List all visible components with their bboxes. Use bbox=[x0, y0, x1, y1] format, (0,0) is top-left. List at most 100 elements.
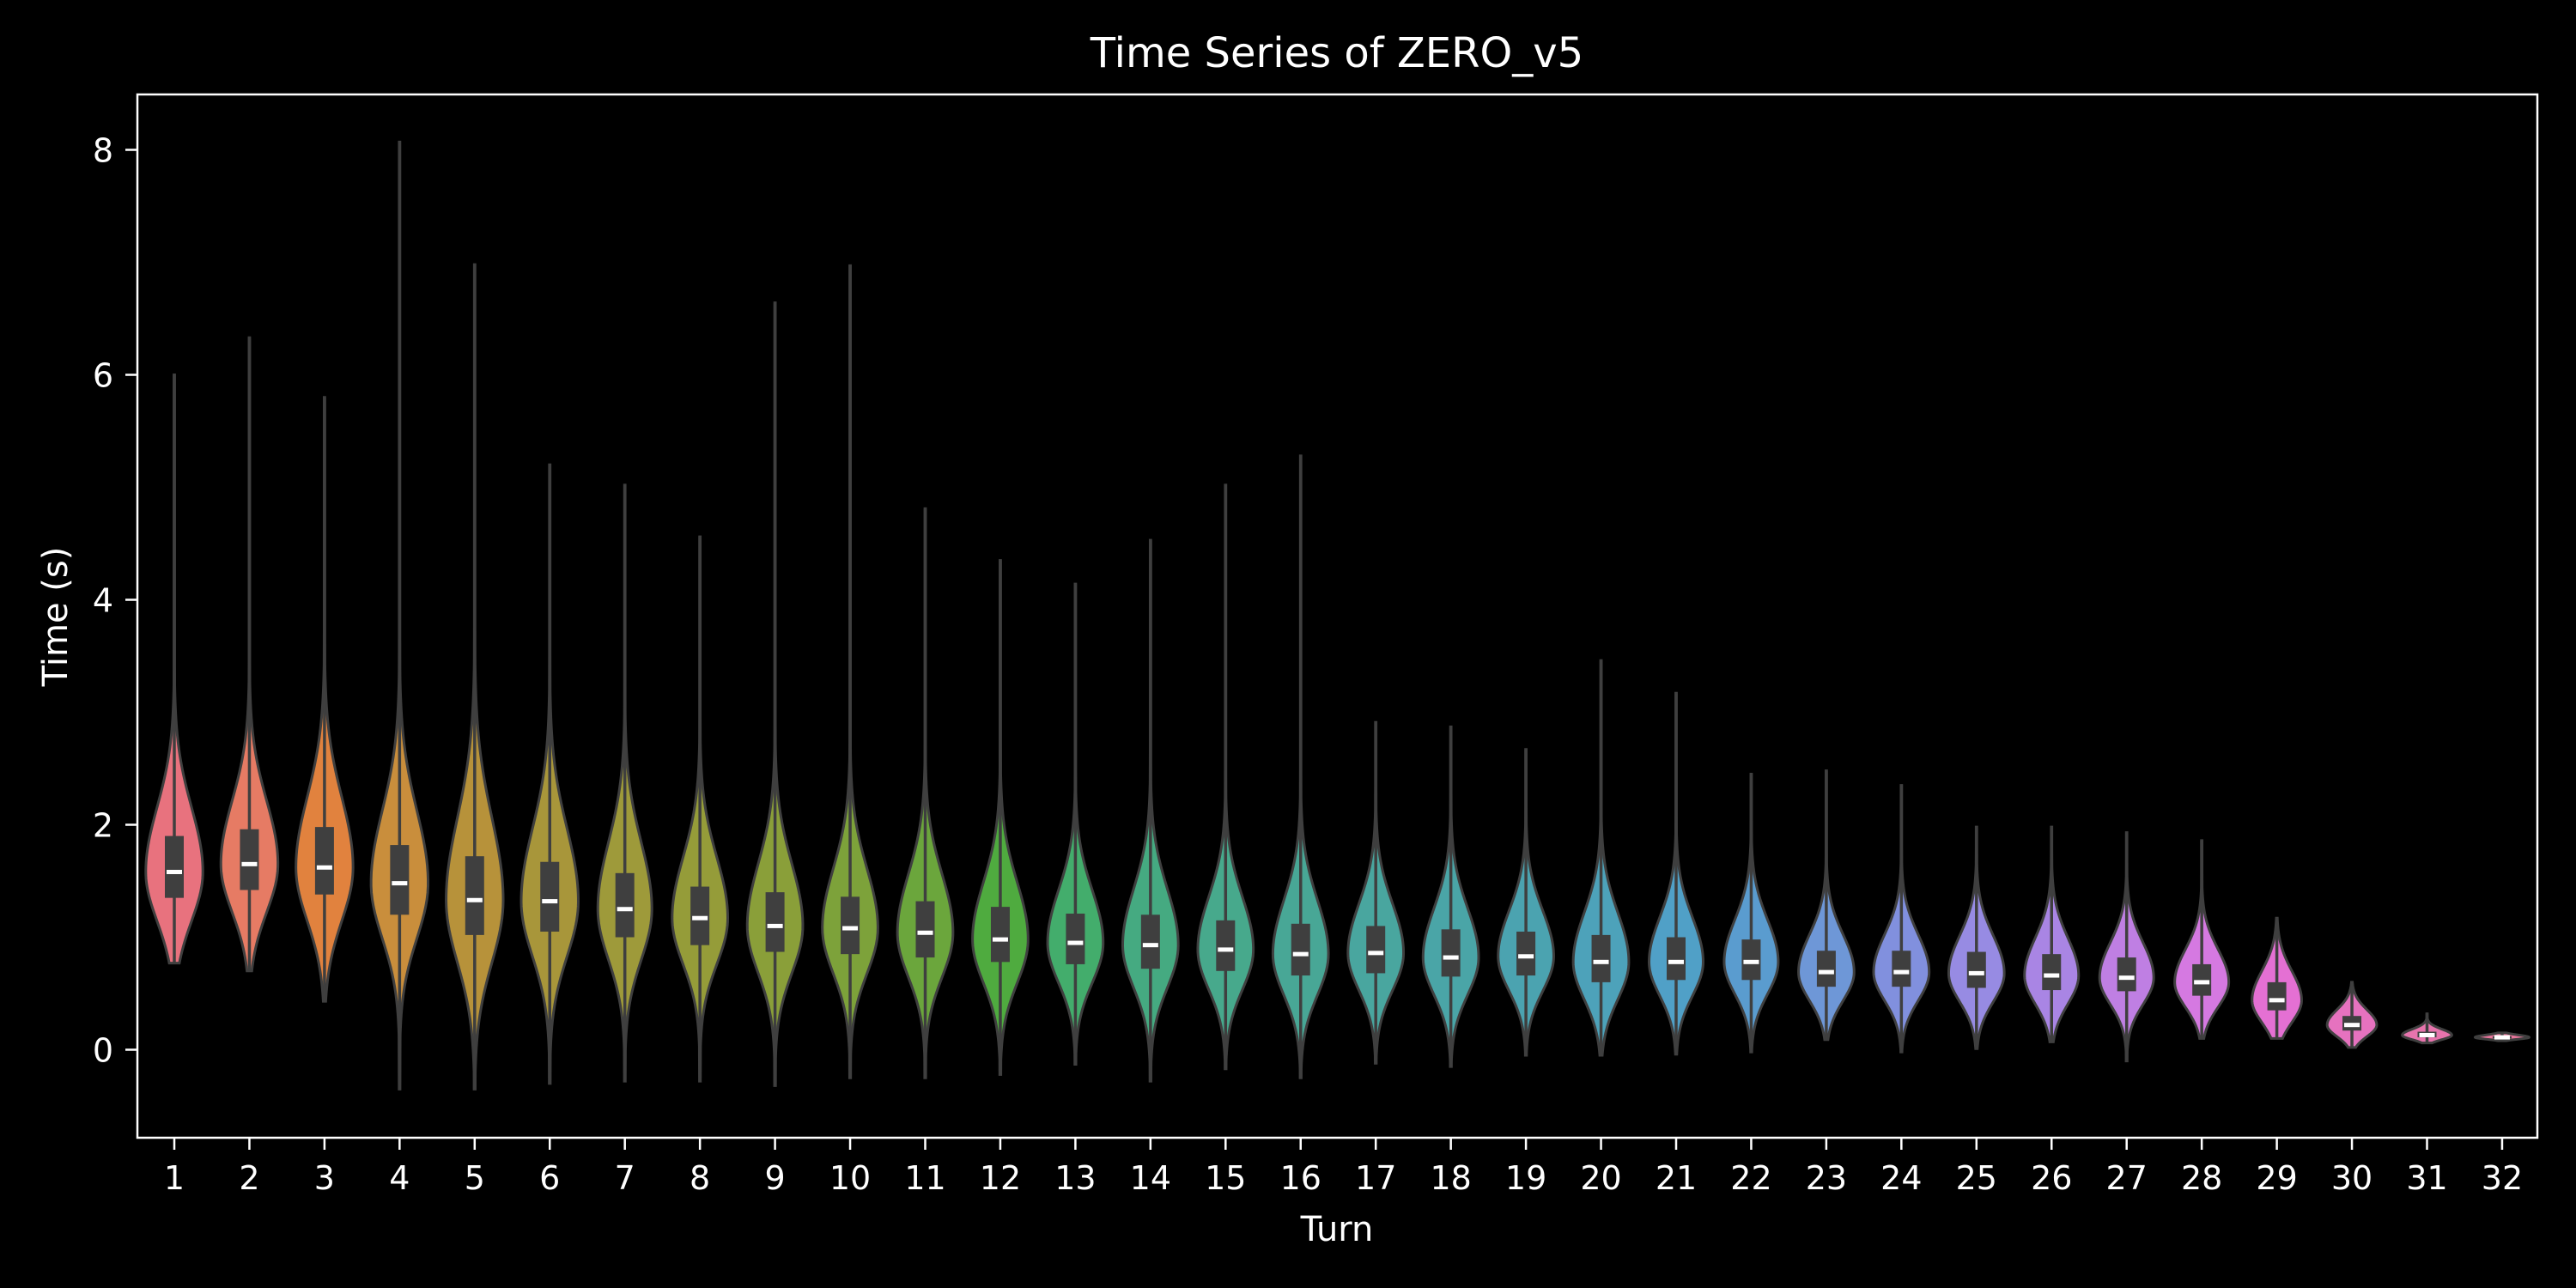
violin-iqr-box bbox=[841, 896, 860, 955]
violin-iqr-box bbox=[2117, 957, 2136, 992]
violin-turn-19 bbox=[1497, 748, 1555, 1057]
y-axis-ticks: 0 2 4 6 8 bbox=[93, 132, 137, 1070]
x-tick-label: 20 bbox=[1580, 1159, 1621, 1197]
x-tick-label: 3 bbox=[314, 1159, 335, 1197]
violin-median bbox=[1292, 951, 1309, 957]
violin-median bbox=[1067, 940, 1084, 945]
violin-iqr-box bbox=[1366, 926, 1386, 974]
violin-median bbox=[316, 865, 332, 870]
violin-median bbox=[2494, 1035, 2510, 1040]
violin-turn-7 bbox=[596, 483, 653, 1083]
violin-median bbox=[2194, 980, 2210, 985]
violin-median bbox=[917, 930, 933, 935]
violin-median bbox=[1593, 959, 1609, 964]
x-tick-label: 13 bbox=[1054, 1159, 1096, 1197]
violin-turn-13 bbox=[1046, 582, 1105, 1066]
x-tick-label: 31 bbox=[2406, 1159, 2447, 1197]
violin-median bbox=[2344, 1023, 2360, 1028]
violin-turn-4 bbox=[369, 140, 430, 1091]
x-tick-label: 5 bbox=[465, 1159, 485, 1197]
violin-turn-18 bbox=[1421, 726, 1480, 1068]
x-tick-label: 30 bbox=[2331, 1159, 2372, 1197]
violin-median bbox=[1218, 947, 1234, 952]
violin-turn-12 bbox=[971, 559, 1030, 1076]
violin-iqr-box bbox=[2042, 954, 2062, 991]
violin-median bbox=[617, 907, 633, 912]
violin-median bbox=[167, 870, 182, 875]
violin-iqr-box bbox=[915, 901, 935, 958]
violin-turn-27 bbox=[2098, 831, 2155, 1063]
violin-turn-32 bbox=[2473, 1031, 2530, 1042]
violin-median bbox=[692, 915, 708, 920]
violin-iqr-box bbox=[765, 892, 785, 952]
x-tick-label: 17 bbox=[1355, 1159, 1396, 1197]
violin-iqr-box bbox=[1667, 937, 1686, 981]
x-tick-label: 25 bbox=[1956, 1159, 1997, 1197]
violin-median bbox=[2269, 998, 2285, 1003]
violin-iqr-box bbox=[615, 872, 635, 938]
x-tick-label: 18 bbox=[1430, 1159, 1471, 1197]
violin-median bbox=[1743, 959, 1759, 964]
violin-iqr-box bbox=[1966, 951, 1986, 988]
violin-turn-9 bbox=[745, 301, 805, 1087]
x-tick-label: 4 bbox=[389, 1159, 410, 1197]
x-axis-ticks: 1 2 3 4 5 6 7 8 9 10 11 12 13 14 15 16 17 18 19 20 21 22 23 24 2… bbox=[164, 1138, 2523, 1197]
violin-iqr-box bbox=[690, 886, 710, 945]
violin-turn-5 bbox=[445, 263, 505, 1091]
chart-title: Time Series of ZERO_v5 bbox=[1090, 29, 1583, 77]
violin-median bbox=[1893, 969, 1910, 975]
x-tick-label: 29 bbox=[2256, 1159, 2297, 1197]
x-tick-label: 26 bbox=[2031, 1159, 2072, 1197]
x-tick-label: 9 bbox=[765, 1159, 786, 1197]
x-tick-label: 15 bbox=[1205, 1159, 1246, 1197]
violin-median bbox=[392, 881, 408, 886]
x-axis-label: Turn bbox=[1300, 1210, 1374, 1249]
violin-turn-28 bbox=[2173, 839, 2231, 1040]
violin-iqr-box bbox=[2267, 981, 2287, 1011]
y-tick-label: 0 bbox=[93, 1032, 113, 1070]
violin-median bbox=[1142, 943, 1158, 948]
violin-median bbox=[1518, 954, 1534, 959]
violin-iqr-box bbox=[390, 845, 410, 915]
violin-iqr-box bbox=[1291, 923, 1310, 976]
x-tick-label: 10 bbox=[829, 1159, 871, 1197]
violin-turn-31 bbox=[2401, 1012, 2453, 1045]
violin-turn-22 bbox=[1722, 773, 1780, 1054]
violin-turn-23 bbox=[1797, 769, 1856, 1042]
violin-median bbox=[1818, 969, 1834, 975]
violin-iqr-box bbox=[1892, 951, 1911, 987]
x-tick-label: 1 bbox=[164, 1159, 185, 1197]
y-tick-label: 8 bbox=[93, 132, 113, 170]
violin-median bbox=[1368, 951, 1384, 956]
violin-median bbox=[842, 926, 859, 931]
violin-iqr-box bbox=[240, 829, 259, 890]
violin-iqr-box bbox=[1591, 934, 1611, 982]
violin-median bbox=[1443, 955, 1459, 960]
violin-turn-25 bbox=[1947, 825, 2006, 1050]
y-tick-label: 2 bbox=[93, 807, 113, 845]
x-tick-label: 21 bbox=[1656, 1159, 1697, 1197]
violin-series bbox=[144, 140, 2530, 1091]
x-tick-label: 11 bbox=[904, 1159, 945, 1197]
y-tick-label: 4 bbox=[93, 582, 113, 620]
violin-iqr-box bbox=[1140, 914, 1160, 969]
violin-turn-11 bbox=[896, 507, 955, 1079]
x-tick-label: 16 bbox=[1280, 1159, 1321, 1197]
violin-median bbox=[2118, 975, 2135, 981]
violin-median bbox=[241, 861, 258, 866]
violin-turn-14 bbox=[1121, 538, 1180, 1083]
x-tick-label: 14 bbox=[1130, 1159, 1171, 1197]
violin-iqr-box bbox=[1216, 920, 1236, 971]
x-tick-label: 19 bbox=[1505, 1159, 1546, 1197]
x-tick-label: 12 bbox=[980, 1159, 1021, 1197]
violin-median bbox=[466, 897, 483, 902]
violin-median bbox=[1968, 970, 1984, 975]
violin-turn-30 bbox=[2325, 981, 2379, 1049]
violin-turn-10 bbox=[821, 264, 879, 1079]
y-axis-label: Time (s) bbox=[36, 547, 76, 688]
violin-turn-15 bbox=[1196, 483, 1255, 1071]
violin-iqr-box bbox=[1441, 929, 1461, 977]
violin-turn-21 bbox=[1648, 691, 1704, 1056]
